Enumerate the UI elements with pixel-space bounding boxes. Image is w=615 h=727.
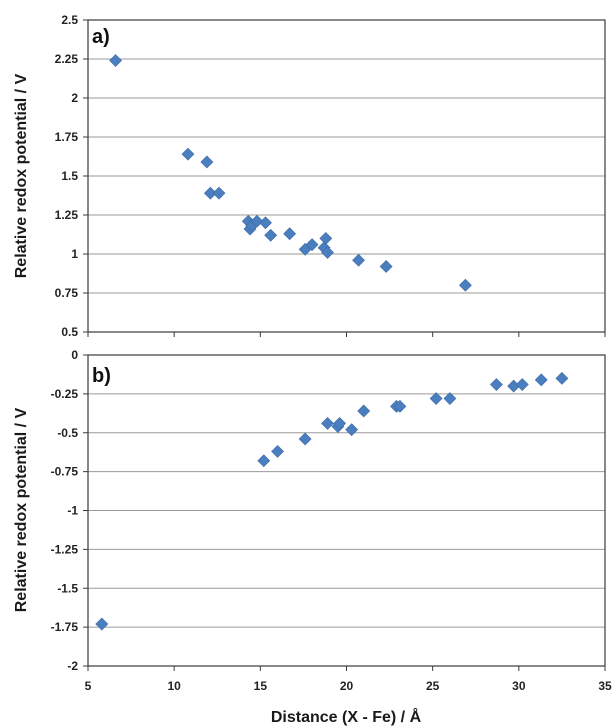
- y-tick-label: -1: [67, 504, 78, 518]
- data-point: [534, 373, 548, 387]
- data-point: [203, 186, 217, 200]
- data-point: [298, 432, 312, 446]
- x-tick-label: 15: [254, 679, 268, 693]
- y-tick-label: 2: [71, 91, 78, 105]
- data-point: [259, 216, 272, 230]
- data-point: [181, 147, 195, 161]
- y-tick-label: 2.25: [55, 52, 79, 66]
- data-point: [345, 423, 359, 437]
- y-tick-label: 1.5: [61, 169, 78, 183]
- panel-b-chart: -2 -1.75 -1.5 -1.25 -1 -0.75 -0.5 -0.25 0 5 10 15 20…: [13, 348, 612, 693]
- y-axis-label: Relative redox potential / V: [13, 407, 30, 612]
- y-tick-label: 1.75: [55, 130, 79, 144]
- y-tick-label: -0.75: [51, 465, 79, 479]
- data-point: [333, 416, 347, 430]
- y-tick-label: -1.5: [57, 581, 78, 595]
- data-point: [212, 186, 226, 200]
- data-point: [393, 399, 407, 413]
- y-tick-label: -0.25: [51, 387, 79, 401]
- data-point: [319, 231, 333, 245]
- data-point: [515, 378, 529, 391]
- panel-a-chart: 0.5 0.75 1 1.25 1.5 1.75 2 2.25 2.5 a) Relative re…: [13, 13, 606, 339]
- x-tick-label: 20: [340, 679, 354, 693]
- data-point: [555, 371, 569, 385]
- data-point: [283, 227, 297, 241]
- y-tick-label: -1.75: [51, 620, 79, 634]
- x-tick-label: 30: [512, 679, 526, 693]
- data-point: [429, 392, 443, 405]
- panel-label: b): [92, 365, 111, 387]
- data-point: [352, 253, 365, 267]
- y-tick-label: 0.5: [61, 325, 78, 339]
- y-tick-label: 1: [71, 247, 78, 261]
- panel-label: a): [92, 26, 110, 48]
- data-point: [257, 454, 271, 468]
- x-tick-label: 25: [426, 679, 440, 693]
- x-axis-label: Distance (X - Fe) / Å: [271, 707, 422, 726]
- y-tick-label: -0.5: [57, 426, 78, 440]
- data-point: [109, 54, 122, 67]
- x-tick-label: 35: [598, 679, 612, 693]
- data-point: [458, 278, 472, 292]
- data-point: [443, 392, 457, 405]
- data-point: [305, 238, 319, 252]
- y-tick-label: -1.25: [51, 542, 79, 556]
- data-point: [321, 246, 334, 259]
- data-point: [95, 617, 109, 631]
- data-point: [490, 378, 503, 391]
- y-tick-label: 1.25: [55, 208, 79, 222]
- data-point: [271, 444, 284, 458]
- plot-area-frame: [87, 19, 606, 333]
- x-tick-label: 10: [167, 679, 181, 693]
- data-point: [250, 214, 264, 228]
- data-point: [321, 416, 334, 430]
- y-axis-label: Relative redox potential / V: [13, 73, 30, 278]
- y-tick-label: -2: [67, 659, 78, 673]
- data-point: [264, 228, 278, 242]
- data-point: [357, 404, 371, 418]
- data-point: [200, 155, 214, 169]
- plot-area-frame: [87, 354, 606, 667]
- y-tick-label: 0.75: [55, 286, 79, 300]
- y-tick-label: 0: [71, 348, 78, 362]
- data-point: [379, 260, 393, 273]
- x-tick-label: 5: [85, 679, 92, 693]
- y-tick-label: 2.5: [61, 13, 78, 27]
